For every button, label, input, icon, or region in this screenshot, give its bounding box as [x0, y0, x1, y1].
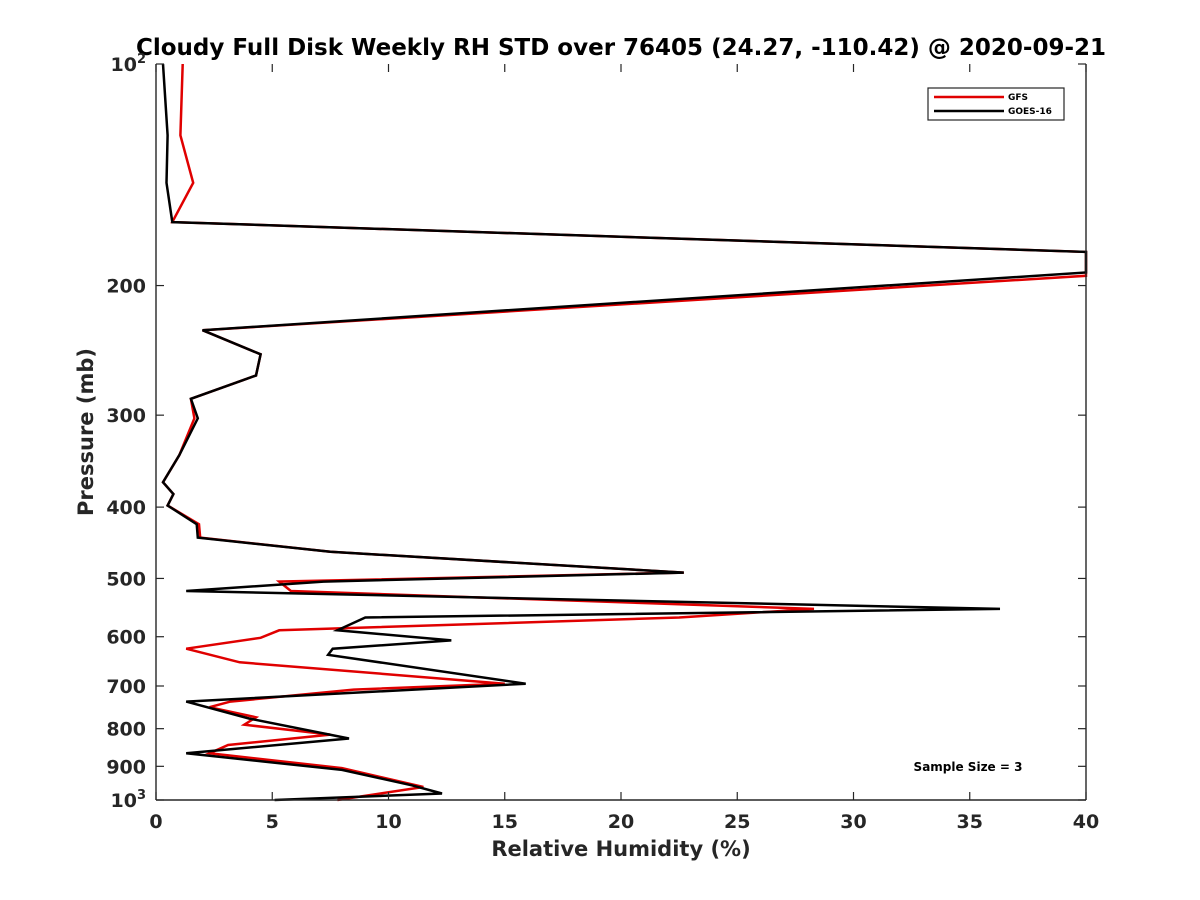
y-tick-label: 500 [106, 568, 146, 590]
y-tick-label: 103 [111, 788, 147, 812]
x-axis-label: Relative Humidity (%) [491, 837, 750, 861]
sample-size-annotation: Sample Size = 3 [914, 760, 1023, 774]
y-tick-label: 300 [106, 405, 146, 427]
y-tick-label: 800 [106, 719, 146, 741]
y-axis-ticks: 102 200 300 400 500 600 700 800 900 103 [106, 52, 1086, 812]
y-tick-label: 900 [106, 756, 146, 778]
x-tick-label: 25 [724, 811, 750, 833]
x-axis-ticks: 0 5 10 15 20 25 30 35 40 [149, 64, 1099, 833]
series-line-goes-16 [161, 63, 1088, 802]
legend-label-goes-16: GOES-16 [1008, 107, 1052, 117]
y-tick-label: 200 [106, 276, 146, 298]
y-axis-label: Pressure (mb) [74, 348, 98, 516]
y-tick-label: 400 [106, 497, 146, 519]
y-tick-label: 102 [111, 52, 147, 76]
x-tick-label: 20 [608, 811, 634, 833]
series-layer [161, 63, 1088, 802]
x-tick-label: 10 [375, 811, 401, 833]
chart-title: Cloudy Full Disk Weekly RH STD over 7640… [136, 35, 1106, 61]
plot-area: 0 5 10 15 20 25 30 35 40 102 200 300 400 500 600 700 80… [106, 52, 1099, 833]
legend: GFS GOES-16 [927, 87, 1065, 121]
legend-label-gfs: GFS [1008, 93, 1028, 103]
x-tick-label: 30 [840, 811, 866, 833]
x-tick-label: 15 [492, 811, 518, 833]
legend-box [927, 87, 1065, 121]
y-tick-label: 700 [106, 676, 146, 698]
x-tick-label: 5 [266, 811, 279, 833]
x-tick-label: 35 [957, 811, 983, 833]
x-tick-label: 40 [1073, 811, 1099, 833]
y-tick-label: 600 [106, 627, 146, 649]
x-tick-label: 0 [149, 811, 162, 833]
